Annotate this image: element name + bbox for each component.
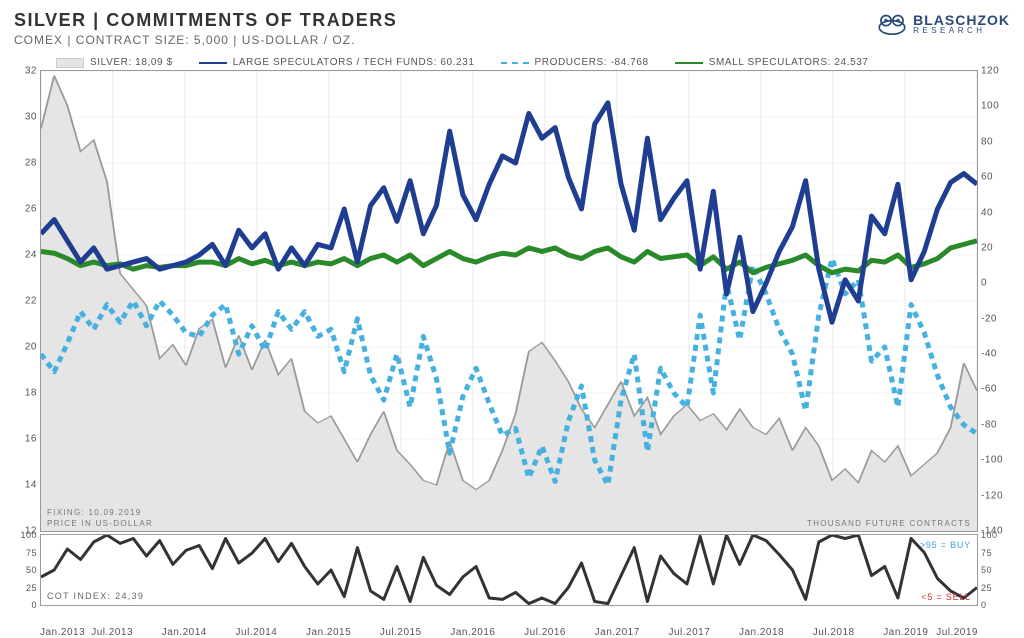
y-right-tick: 80 (981, 136, 1007, 147)
swatch-dash-icon (501, 62, 529, 64)
y-left-tick: 30 (17, 112, 37, 123)
chart-subtitle: COMEX | CONTRACT SIZE: 5,000 | US-DOLLAR… (14, 33, 1010, 47)
x-tick: Jan.2013 (40, 627, 85, 638)
x-tick: Jan.2019 (883, 627, 928, 638)
x-tick: Jan.2017 (595, 627, 640, 638)
legend-large-label: LARGE SPECULATORS / TECH FUNDS: 60.231 (233, 57, 475, 68)
y-left-tick: 22 (17, 296, 37, 307)
main-chart-svg (41, 71, 977, 531)
y-right-tick: 100 (981, 101, 1007, 112)
legend-large: LARGE SPECULATORS / TECH FUNDS: 60.231 (199, 57, 475, 68)
y-left-tick: 32 (17, 66, 37, 77)
y-left-tick: 28 (17, 158, 37, 169)
x-axis: Jan.2013Jul.2013Jan.2014Jul.2014Jan.2015… (40, 606, 978, 624)
y-left-tick: 14 (17, 480, 37, 491)
y-sub-tick: 75 (19, 548, 37, 558)
swatch-area-icon (56, 58, 84, 68)
main-chart: 1214161820222426283032 -140-120-100-80-6… (40, 70, 978, 532)
y-right-tick: -100 (981, 455, 1007, 466)
swatch-line-icon (675, 62, 703, 64)
y-left-tick: 24 (17, 250, 37, 261)
y-right-tick: -20 (981, 313, 1007, 324)
y-right-tick: 120 (981, 66, 1007, 77)
y-sub-tick: 25 (19, 583, 37, 593)
x-tick: Jul.2017 (668, 627, 710, 638)
buy-threshold-label: >95 = BUY (920, 540, 971, 550)
y-right-tick: -80 (981, 419, 1007, 430)
y-sub-tick: 50 (981, 565, 999, 575)
y-sub-tick: 100 (981, 530, 999, 540)
y-left-tick: 20 (17, 342, 37, 353)
sell-threshold-label: <5 = SELL (921, 592, 971, 602)
legend-producers-label: PRODUCERS: -84.768 (535, 57, 649, 68)
right-axis-label: THOUSAND FUTURE CONTRACTS (807, 519, 971, 528)
y-sub-tick: 75 (981, 548, 999, 558)
sub-chart: 0255075100 0255075100 COT INDEX: 24,39 >… (40, 534, 978, 606)
legend-small-label: SMALL SPECULATORS: 24.537 (709, 57, 869, 68)
y-right-tick: -60 (981, 384, 1007, 395)
y-right-tick: -40 (981, 349, 1007, 360)
legend-silver: SILVER: 18,09 $ (56, 57, 173, 68)
y-left-tick: 26 (17, 204, 37, 215)
legend-silver-label: SILVER: 18,09 $ (90, 57, 173, 68)
y-right-tick: 40 (981, 207, 1007, 218)
x-tick: Jul.2016 (524, 627, 566, 638)
x-tick: Jan.2014 (162, 627, 207, 638)
y-left-tick: 18 (17, 388, 37, 399)
x-tick: Jul.2014 (236, 627, 278, 638)
y-sub-tick: 0 (981, 600, 999, 610)
y-right-tick: 60 (981, 172, 1007, 183)
y-right-tick: 0 (981, 278, 1007, 289)
legend-producers: PRODUCERS: -84.768 (501, 57, 649, 68)
x-tick: Jul.2015 (380, 627, 422, 638)
left-axis-label: PRICE IN US-DOLLAR (47, 519, 153, 528)
chart-header: SILVER | COMMITMENTS OF TRADERS COMEX | … (14, 10, 1010, 54)
legend-small: SMALL SPECULATORS: 24.537 (675, 57, 869, 68)
brand-logo: BLASCHZOK RESEARCH (875, 12, 1010, 36)
cot-index-label: COT INDEX: 24,39 (47, 591, 144, 601)
y-sub-tick: 100 (19, 530, 37, 540)
x-tick: Jan.2015 (306, 627, 351, 638)
y-right-tick: -120 (981, 490, 1007, 501)
y-sub-tick: 0 (19, 600, 37, 610)
logo-brand: BLASCHZOK (913, 13, 1010, 27)
y-left-tick: 16 (17, 434, 37, 445)
x-tick: Jul.2013 (91, 627, 133, 638)
chart-legend: SILVER: 18,09 $ LARGE SPECULATORS / TECH… (56, 57, 1010, 68)
y-sub-tick: 25 (981, 583, 999, 593)
sub-chart-svg (41, 535, 977, 605)
y-right-tick: 20 (981, 242, 1007, 253)
x-tick: Jan.2016 (450, 627, 495, 638)
y-sub-tick: 50 (19, 565, 37, 575)
x-tick: Jul.2018 (813, 627, 855, 638)
fixing-note: FIXING: 10.09.2019 (47, 508, 142, 517)
logo-icon (875, 12, 909, 36)
chart-container: { "title": "SILVER | COMMITMENTS OF TRAD… (0, 0, 1024, 631)
x-tick: Jul.2019 (936, 627, 978, 638)
swatch-line-icon (199, 62, 227, 64)
logo-sub: RESEARCH (913, 27, 1010, 35)
x-tick: Jan.2018 (739, 627, 784, 638)
chart-title: SILVER | COMMITMENTS OF TRADERS (14, 10, 1010, 31)
